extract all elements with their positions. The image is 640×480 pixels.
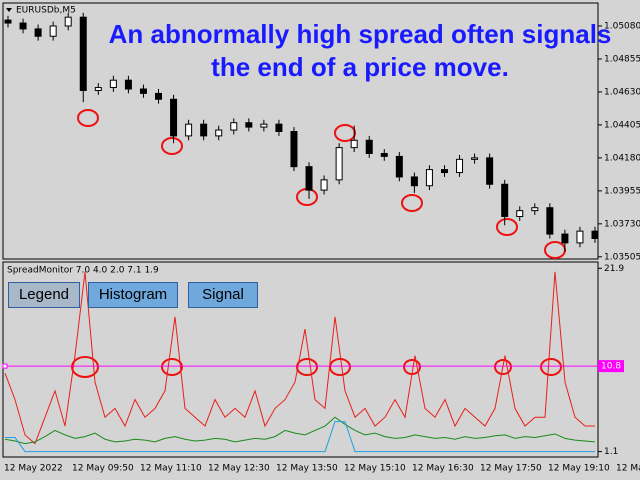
level-label: 10.8 — [601, 362, 621, 372]
candle-body — [34, 28, 42, 37]
candle-body — [410, 176, 418, 187]
indicator-panel — [2, 261, 599, 458]
spread-line — [4, 416, 596, 445]
annotation-line: An abnormally high spread often signals — [109, 19, 612, 49]
candle-body — [260, 123, 268, 128]
menu-icon — [6, 8, 12, 12]
symbol-title: EURUSDb,M5 — [16, 6, 76, 16]
candle-body — [155, 92, 163, 100]
candle-body — [170, 98, 178, 137]
y-tick-label: 1.04405 — [604, 120, 640, 130]
candle-body — [215, 129, 223, 137]
candle-body — [19, 22, 27, 30]
x-tick-label: 12 May 11:10 — [140, 464, 202, 474]
candle-body — [320, 179, 328, 191]
candle-body — [546, 207, 554, 235]
candle-body — [245, 122, 253, 128]
y-tick-label: 1.04855 — [604, 54, 640, 64]
y-tick-label: 1.04180 — [604, 153, 640, 163]
candle-body — [49, 25, 57, 37]
candle-body — [531, 207, 539, 212]
candle-body — [200, 123, 208, 137]
candle-body — [79, 16, 87, 91]
candle-body — [516, 210, 524, 217]
x-tick-label: 12 May 13:50 — [276, 464, 338, 474]
candle-body — [486, 157, 494, 185]
candle-body — [109, 79, 117, 89]
y-tick-label: 1.03955 — [604, 186, 640, 196]
candle-body — [139, 88, 147, 94]
y-tick-label: 1.04630 — [604, 87, 640, 97]
candle-body — [471, 157, 479, 160]
candle-body — [456, 158, 464, 174]
x-tick-label: 12 May 19:10 — [548, 464, 610, 474]
price-panel — [2, 2, 599, 260]
candle-body — [440, 169, 448, 174]
candle-body — [275, 123, 283, 133]
spread-line — [4, 271, 595, 445]
candle-body — [365, 139, 373, 154]
candle-body — [4, 19, 12, 24]
x-tick-label: 12 May 16:30 — [412, 464, 474, 474]
candle-body — [185, 123, 193, 137]
y-tick-label: 1.03730 — [604, 219, 640, 229]
level-marker — [2, 363, 8, 369]
signal-button[interactable]: Signal — [188, 282, 258, 308]
x-tick-label: 12 May 15:10 — [344, 464, 406, 474]
candle-body — [576, 230, 584, 244]
candle-body — [425, 169, 433, 187]
x-tick-label: 12 May 17:50 — [480, 464, 542, 474]
y-tick-label: 21.9 — [604, 264, 624, 274]
candle-body — [501, 183, 509, 217]
legend-button[interactable]: Legend — [8, 282, 80, 308]
x-tick-label: 12 May 09:50 — [72, 464, 134, 474]
candle-body — [561, 233, 569, 244]
spread-line — [5, 421, 595, 453]
indicator-title: SpreadMonitor 7.0 4.0 2.0 7.1 1.9 — [7, 266, 159, 276]
candle-body — [94, 87, 102, 91]
candle-body — [290, 131, 298, 168]
annotation-line: the end of a price move. — [211, 52, 509, 82]
candle-body — [350, 139, 358, 149]
histogram-button[interactable]: Histogram — [88, 282, 178, 308]
x-tick-label: 12 May 20:30 — [616, 464, 640, 474]
candle-body — [230, 122, 238, 131]
x-tick-label: 12 May 2022 — [4, 464, 63, 474]
candle-body — [335, 147, 343, 181]
y-tick-label: 1.1 — [604, 447, 618, 457]
candle-body — [124, 79, 132, 90]
candle-body — [64, 16, 72, 27]
candle-body — [305, 166, 313, 191]
x-tick-label: 12 May 12:30 — [208, 464, 270, 474]
candle-body — [380, 152, 388, 157]
highlight-circles — [71, 109, 566, 378]
candle-body — [395, 155, 403, 178]
y-tick-label: 1.03505 — [604, 252, 640, 262]
candle-body — [591, 230, 599, 239]
level-label-box — [598, 360, 624, 373]
y-tick-label: 1.05080 — [604, 21, 640, 31]
